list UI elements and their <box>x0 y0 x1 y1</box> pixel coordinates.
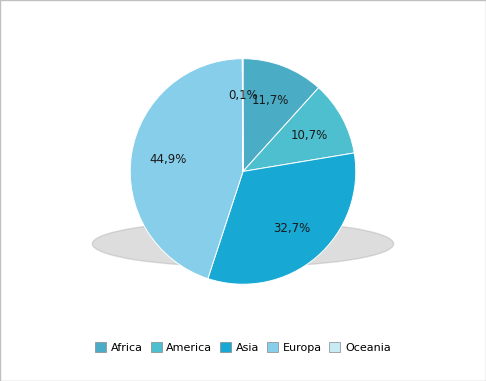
Wedge shape <box>243 59 319 171</box>
Text: 10,7%: 10,7% <box>291 129 328 142</box>
Wedge shape <box>243 88 354 171</box>
Wedge shape <box>130 59 243 279</box>
Wedge shape <box>208 153 356 284</box>
Text: 11,7%: 11,7% <box>251 94 289 107</box>
Text: 32,7%: 32,7% <box>274 222 311 235</box>
Legend: Africa, America, Asia, Europa, Oceania: Africa, America, Asia, Europa, Oceania <box>91 338 395 358</box>
Text: 44,9%: 44,9% <box>150 153 187 166</box>
Text: 0,1%: 0,1% <box>228 90 258 102</box>
